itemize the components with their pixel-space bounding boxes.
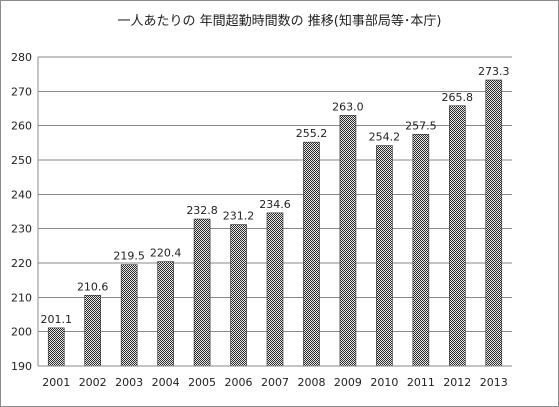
- data-label: 273.3: [478, 65, 510, 78]
- data-label: 219.5: [113, 250, 145, 263]
- y-tick-label: 240: [11, 188, 32, 201]
- bar-2008: [303, 141, 320, 367]
- y-tick-label: 250: [11, 154, 32, 167]
- bar-2009: [339, 115, 357, 367]
- bar-2013: [485, 79, 503, 367]
- data-label: 257.5: [405, 119, 437, 132]
- data-label: 201.1: [40, 313, 72, 326]
- x-tick-label: 2007: [261, 376, 289, 389]
- bars: [47, 79, 503, 367]
- bar-2012: [449, 105, 466, 367]
- y-tick-label: 270: [11, 85, 32, 98]
- bar-2002: [84, 294, 101, 367]
- data-label: 255.2: [296, 127, 328, 140]
- data-label: 231.2: [223, 210, 255, 223]
- chart-title: 一人あたりの 年間超勤時間数の 推移(知事部局等･本庁): [118, 13, 442, 29]
- bar-2003: [120, 264, 138, 367]
- data-labels: 201.1 210.6 219.5 220.4 232.8 231.2 234.6 255.2…: [40, 65, 509, 326]
- x-tick-label: 2010: [370, 376, 398, 389]
- bar-2007: [266, 212, 284, 367]
- data-label: 210.6: [77, 280, 109, 293]
- x-tick-label: 2005: [188, 376, 216, 389]
- bar-2001: [47, 327, 65, 367]
- x-tick-label: 2009: [334, 376, 362, 389]
- x-tick-label: 2012: [443, 376, 471, 389]
- y-axis-tick-labels: 190 200 210 220 230 240 250 260 270 280: [11, 51, 32, 373]
- y-tick-label: 220: [11, 257, 32, 270]
- bar-2006: [230, 224, 247, 367]
- bar-2010: [376, 145, 393, 367]
- data-label: 232.8: [186, 204, 218, 217]
- bar-2005: [193, 218, 211, 367]
- y-tick-label: 260: [11, 120, 32, 133]
- x-tick-label: 2011: [407, 376, 435, 389]
- x-tick-label: 2008: [297, 376, 325, 389]
- x-tick-label: 2002: [79, 376, 107, 389]
- y-tick-label: 280: [11, 51, 32, 64]
- x-tick-label: 2003: [115, 376, 143, 389]
- data-label: 265.8: [442, 91, 474, 104]
- bar-2011: [412, 133, 430, 367]
- data-label: 254.2: [369, 131, 401, 144]
- x-tick-label: 2013: [480, 376, 508, 389]
- x-axis-tick-labels: 2001 2002 2003 2004 2005 2006 2007 2008 2009 2010…: [42, 376, 508, 389]
- x-tick-label: 2001: [42, 376, 70, 389]
- bar-2004: [157, 261, 174, 367]
- data-label: 263.0: [332, 100, 364, 113]
- data-label: 234.6: [259, 198, 291, 211]
- data-label: 220.4: [150, 247, 182, 260]
- y-tick-label: 190: [11, 360, 32, 373]
- y-tick-label: 230: [11, 223, 32, 236]
- y-tick-label: 210: [11, 291, 32, 304]
- y-tick-label: 200: [11, 326, 32, 339]
- gridlines: [38, 56, 512, 333]
- x-tick-label: 2004: [152, 376, 180, 389]
- x-tick-label: 2006: [225, 376, 253, 389]
